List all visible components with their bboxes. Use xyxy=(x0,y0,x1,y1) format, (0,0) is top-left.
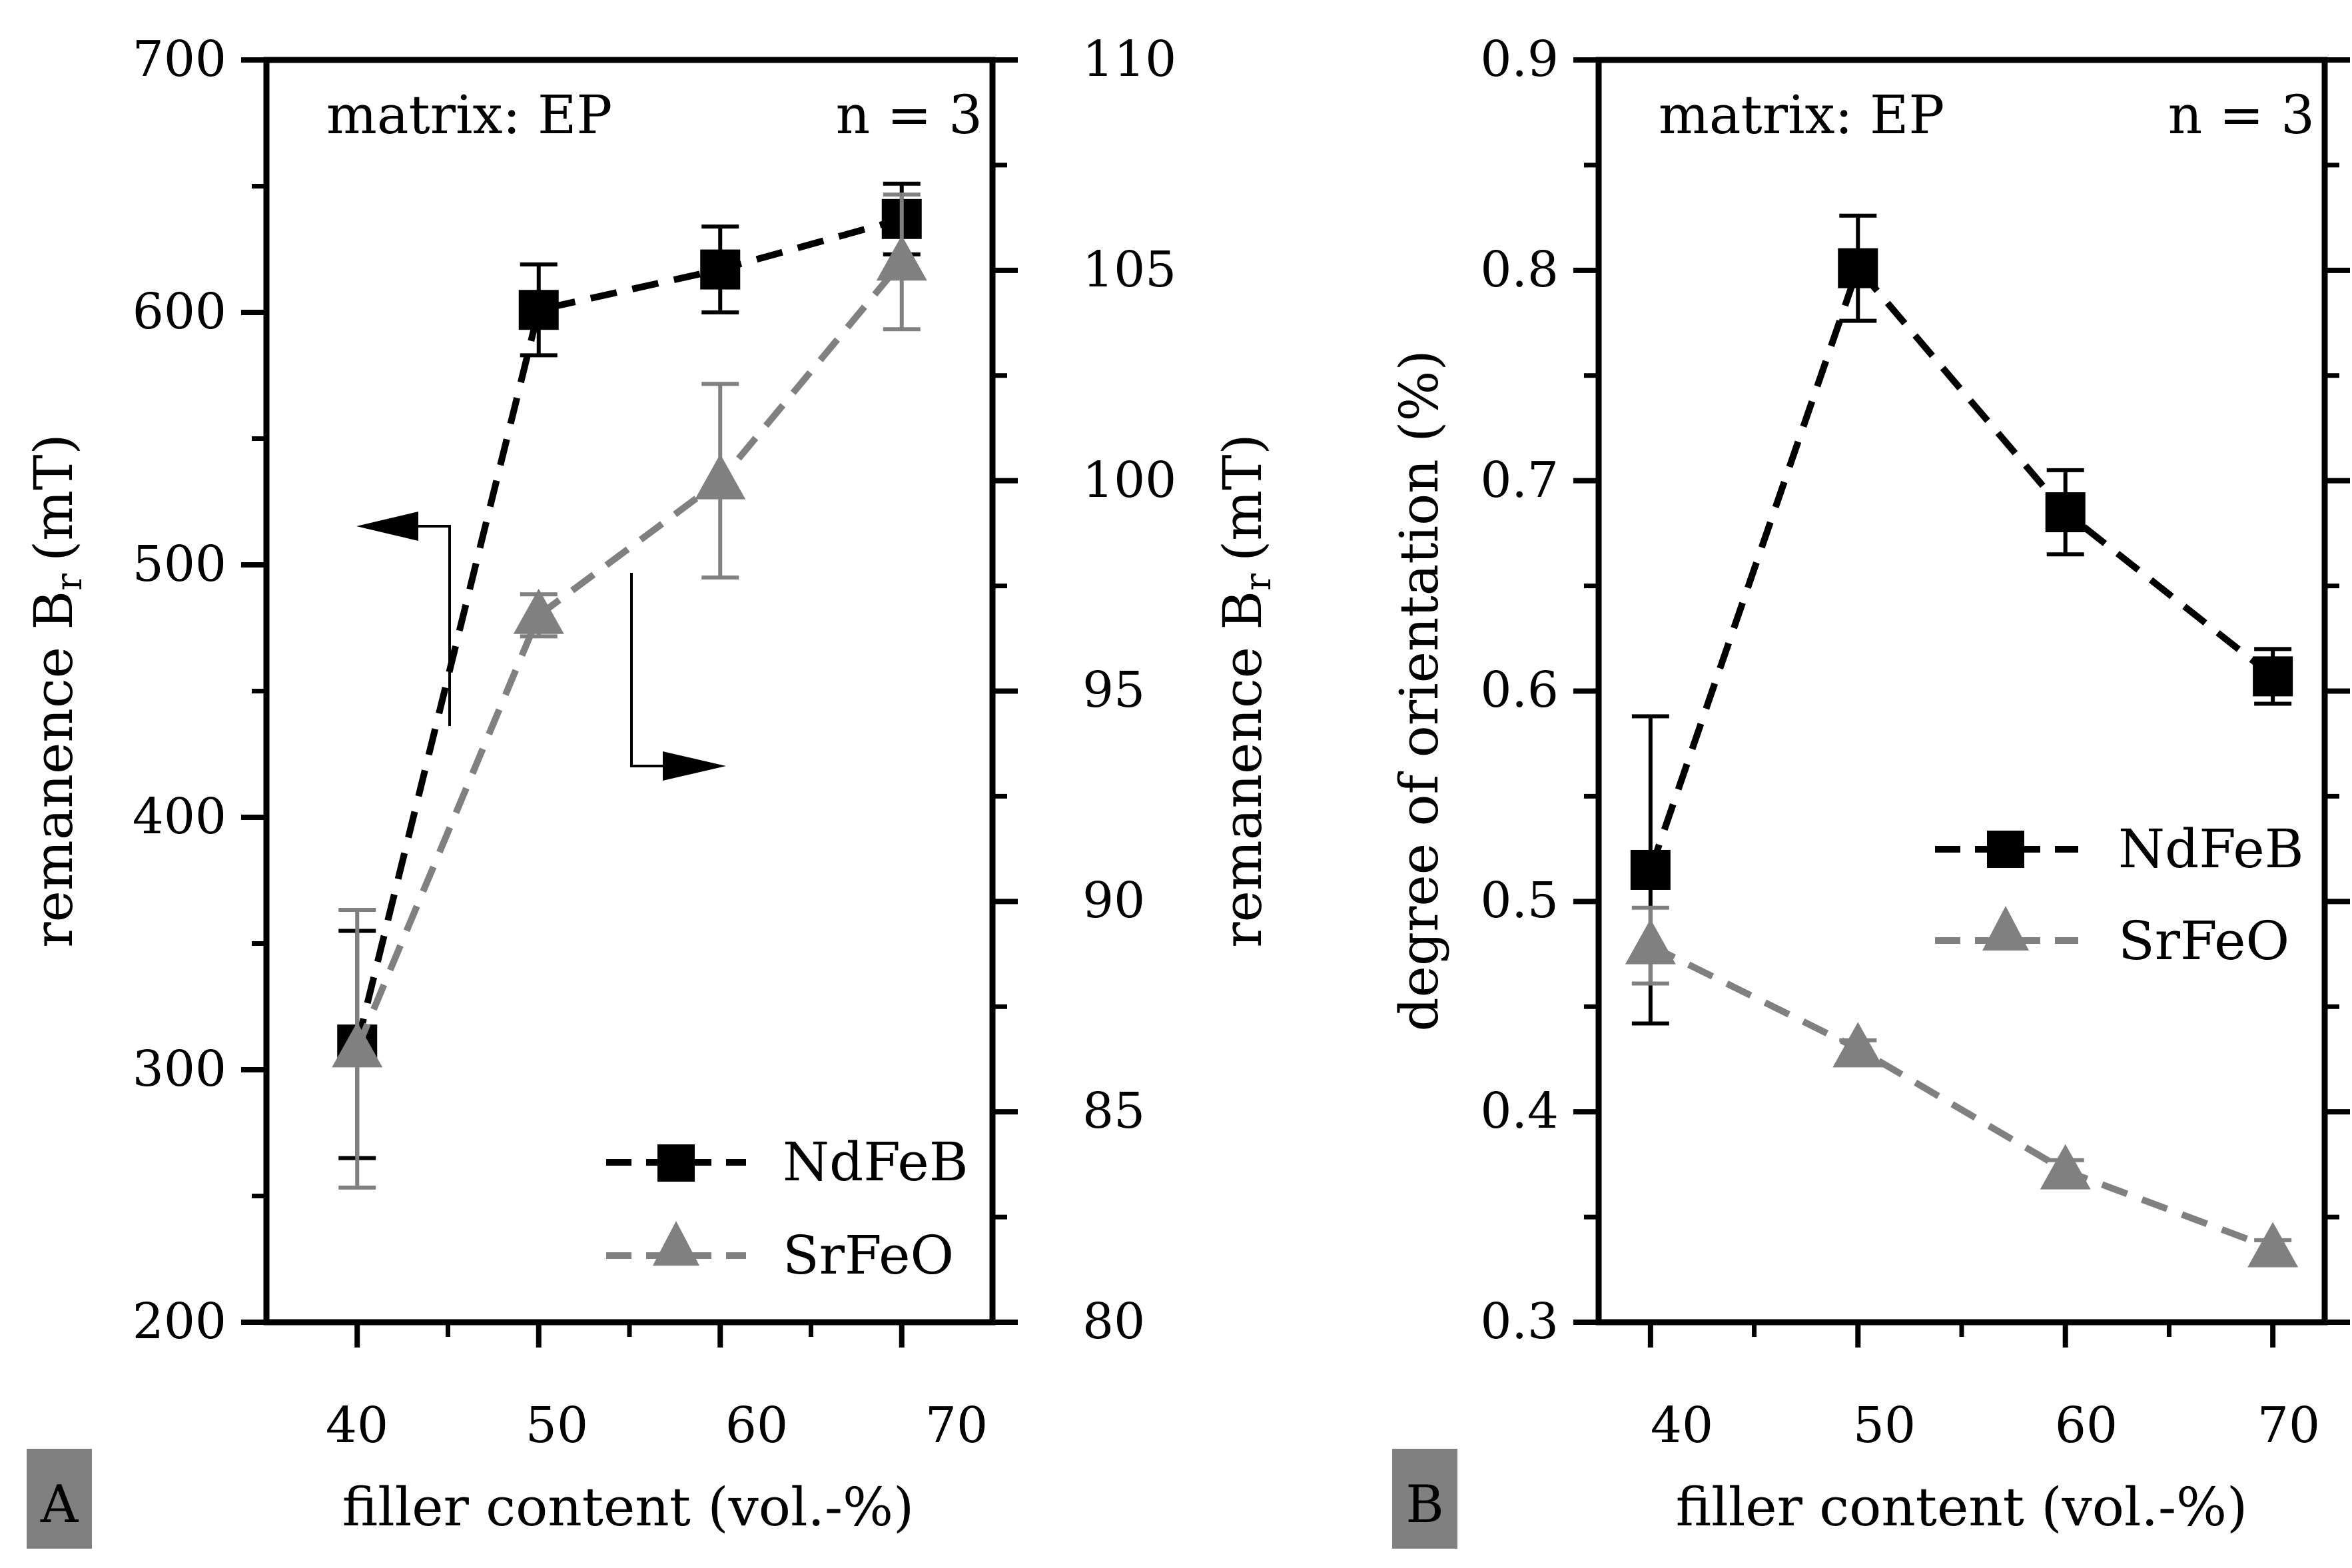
panel-b-label: B xyxy=(1405,1475,1443,1535)
panel-a-srfeo-point xyxy=(332,1022,383,1068)
panel-b-y-tick-label: 0.6 xyxy=(1480,661,1559,719)
panel-b-n-annotation: n = 3 xyxy=(2168,84,2315,146)
panel-a-right-axis-arrowhead xyxy=(663,751,726,781)
panel-b-y-tick-label: 0.7 xyxy=(1480,452,1559,509)
panel-a-ndfeb-series-line xyxy=(354,215,903,1046)
panel-b: 0.3 0.4 0.5 0.6 0.7 0.8 0.9 40 50 60 70 … xyxy=(1388,31,2350,1549)
panel-b-x-tick-label: 60 xyxy=(2055,1397,2118,1454)
panel-a-y-tick-label: 400 xyxy=(133,788,226,845)
panel-a-y-axis-label-sub: r xyxy=(48,574,90,591)
panel-b-ndfeb-point xyxy=(1630,849,1671,890)
panel-b-y-tick-label: 0.5 xyxy=(1480,872,1559,929)
panel-a-y2-tick-label: 100 xyxy=(1082,452,1176,509)
panel-a-srfeo-point xyxy=(695,454,746,500)
panel-b-srfeo-point xyxy=(2247,1222,2299,1268)
panel-a-y-tick-label: 200 xyxy=(133,1293,226,1350)
panel-b-y-tick-label: 0.8 xyxy=(1480,241,1559,298)
panel-a-y2-tick-label: 80 xyxy=(1082,1293,1145,1350)
panel-b-y-tick-label: 0.3 xyxy=(1480,1293,1559,1350)
panel-a-srfeo-series-line xyxy=(354,260,905,1050)
panel-a-y2-tick-label: 90 xyxy=(1082,872,1145,929)
panel-a-legend-srfeo-marker xyxy=(653,1221,699,1266)
panel-a-y-axis-label-main: remanence B xyxy=(23,591,85,948)
panel-a-n-annotation: n = 3 xyxy=(836,84,982,146)
panel-a-legend-ndfeb-marker xyxy=(657,1144,695,1182)
panel-a-ndfeb-point xyxy=(700,249,741,290)
panel-a-legend-ndfeb-label: NdFeB xyxy=(783,1131,968,1193)
panel-b-y-tick-label: 0.9 xyxy=(1480,31,1559,88)
panel-a-x-tick-label: 40 xyxy=(326,1397,388,1454)
panel-a-x-tick-label: 70 xyxy=(925,1397,988,1454)
panel-b-legend-ndfeb-label: NdFeB xyxy=(2118,818,2303,880)
panel-a-y2-axis-label-unit: (mT) xyxy=(1212,434,1274,562)
panel-a-y2-tick-label: 95 xyxy=(1082,661,1145,719)
panel-b-matrix-annotation: matrix: EP xyxy=(1659,84,1944,146)
panel-a-y-axis-label: remanence Br (mT) xyxy=(23,434,90,947)
panel-b-y-tick-label: 0.4 xyxy=(1480,1082,1559,1140)
panel-b-ticks xyxy=(1573,57,2350,1348)
panel-b-srfeo-point xyxy=(2040,1144,2091,1190)
panel-b-x-tick-label: 40 xyxy=(1651,1397,1713,1454)
panel-a-legend: NdFeB SrFeO xyxy=(606,1131,968,1286)
panel-a-y-tick-label: 300 xyxy=(133,1040,226,1098)
panel-a-right-axis-arrow-line xyxy=(630,573,673,767)
panel-b-y-axis-label: degree of orientation (%) xyxy=(1388,350,1450,1031)
panel-a-srfeo-point xyxy=(876,235,927,281)
panel-a-y-tick-label: 500 xyxy=(133,536,226,593)
panel-b-srfeo-series-line xyxy=(1649,943,2274,1252)
panel-a-x-axis-label: filler content (vol.-%) xyxy=(342,1476,914,1538)
panel-a-y-tick-label: 600 xyxy=(133,283,226,340)
panel-b-legend-srfeo-marker xyxy=(1982,906,2029,951)
panel-a-y2-tick-label: 110 xyxy=(1082,31,1176,88)
panel-b-ndfeb-series-line xyxy=(1647,261,2275,871)
panel-a-srfeo-point xyxy=(513,588,564,634)
panel-a-y2-axis-label-sub: r xyxy=(1237,574,1279,591)
panel-a-y-axis-label-unit: (mT) xyxy=(23,434,85,562)
panel-b-x-tick-label: 50 xyxy=(1853,1397,1916,1454)
panel-b-srfeo-point xyxy=(1832,1022,1884,1068)
panel-a-ticks xyxy=(241,57,1018,1348)
panel-a-x-tick-label: 50 xyxy=(526,1397,588,1454)
panel-a-y2-axis-label: remanence Br (mT) xyxy=(1212,434,1279,947)
panel-a-marks xyxy=(332,181,927,1190)
panel-a-ndfeb-point xyxy=(518,290,559,330)
panel-a-y2-tick-label: 105 xyxy=(1082,241,1176,298)
panel-b-ndfeb-point xyxy=(1838,248,1878,288)
panel-a-y-tick-label: 700 xyxy=(133,31,226,88)
panel-a-left-axis-arrow-line xyxy=(406,525,451,726)
panel-a-x-tick-label: 60 xyxy=(725,1397,788,1454)
panel-a-matrix-annotation: matrix: EP xyxy=(326,84,612,146)
panel-a-y2-axis-label-main: remanence B xyxy=(1212,591,1274,948)
panel-b-label-box xyxy=(1392,1449,1457,1549)
panel-b-legend-ndfeb-marker xyxy=(1987,831,2024,868)
panel-b-legend: NdFeB SrFeO xyxy=(1935,818,2303,972)
panel-a-left-axis-arrowhead xyxy=(356,512,418,541)
panel-b-ndfeb-point xyxy=(2253,656,2293,697)
panel-b-legend-srfeo-label: SrFeO xyxy=(2118,910,2289,972)
panel-a-y2-tick-label: 85 xyxy=(1082,1082,1145,1140)
panel-a-legend-srfeo-label: SrFeO xyxy=(783,1224,954,1286)
panel-a: 200 300 400 500 600 700 80 85 90 95 100 … xyxy=(23,31,1279,1549)
panel-b-x-tick-label: 70 xyxy=(2257,1397,2320,1454)
panel-a-label: A xyxy=(40,1475,79,1535)
panel-b-ndfeb-point xyxy=(2045,492,2086,533)
panel-b-x-axis-label: filler content (vol.-%) xyxy=(1676,1476,2247,1538)
panel-a-label-box xyxy=(27,1449,92,1549)
panel-b-marks xyxy=(1625,213,2299,1268)
panel-b-srfeo-point xyxy=(1625,919,1676,965)
